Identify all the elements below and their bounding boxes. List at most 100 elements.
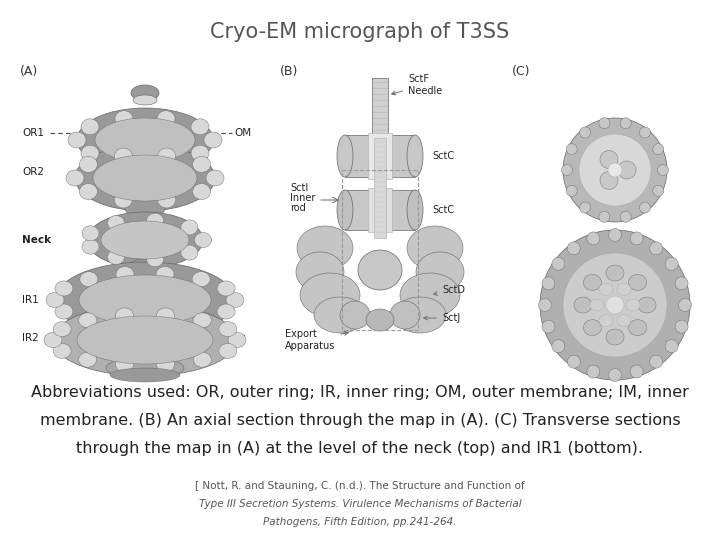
Circle shape — [540, 230, 690, 380]
Text: SctC: SctC — [432, 205, 454, 215]
Ellipse shape — [400, 273, 460, 317]
Ellipse shape — [115, 308, 133, 323]
Ellipse shape — [181, 245, 198, 260]
Text: SctI: SctI — [608, 164, 631, 174]
Ellipse shape — [590, 299, 604, 311]
Text: Cryo-EM micrograph of T3SS: Cryo-EM micrograph of T3SS — [210, 22, 510, 42]
Ellipse shape — [587, 232, 600, 245]
Ellipse shape — [158, 192, 176, 208]
Ellipse shape — [574, 297, 592, 313]
Ellipse shape — [114, 148, 132, 164]
Ellipse shape — [79, 275, 211, 325]
Ellipse shape — [583, 274, 601, 291]
Ellipse shape — [407, 135, 423, 177]
Ellipse shape — [566, 185, 577, 197]
Ellipse shape — [191, 119, 209, 135]
Text: (A): (A) — [20, 65, 38, 78]
Ellipse shape — [617, 284, 631, 295]
Ellipse shape — [81, 145, 99, 161]
Bar — [374, 138, 386, 238]
Ellipse shape — [116, 267, 134, 281]
Text: (B): (B) — [280, 65, 298, 78]
Ellipse shape — [665, 340, 678, 353]
Bar — [345, 190, 415, 230]
Ellipse shape — [44, 333, 62, 348]
Text: Inner: Inner — [290, 193, 315, 203]
Circle shape — [608, 163, 622, 177]
Ellipse shape — [566, 144, 577, 154]
Text: IR1: IR1 — [22, 295, 39, 305]
Circle shape — [579, 134, 651, 206]
Ellipse shape — [219, 343, 237, 359]
Circle shape — [563, 118, 667, 222]
Ellipse shape — [107, 215, 125, 231]
Ellipse shape — [657, 165, 668, 176]
Ellipse shape — [665, 258, 678, 271]
Ellipse shape — [156, 308, 174, 323]
Bar — [368, 133, 392, 179]
Ellipse shape — [217, 304, 235, 319]
Ellipse shape — [156, 357, 174, 372]
Ellipse shape — [219, 321, 237, 336]
Ellipse shape — [599, 211, 610, 222]
Ellipse shape — [599, 284, 613, 295]
Ellipse shape — [649, 355, 662, 368]
Ellipse shape — [617, 315, 631, 327]
Circle shape — [618, 161, 636, 179]
Ellipse shape — [158, 148, 176, 164]
Ellipse shape — [53, 304, 237, 376]
Ellipse shape — [204, 132, 222, 148]
Ellipse shape — [46, 293, 64, 307]
Ellipse shape — [107, 249, 125, 265]
Ellipse shape — [82, 239, 99, 254]
Ellipse shape — [77, 108, 213, 172]
Ellipse shape — [587, 365, 600, 378]
Ellipse shape — [639, 127, 650, 138]
Text: SctD: SctD — [606, 277, 634, 287]
Text: through the map in (A) at the level of the neck (top) and IR1 (bottom).: through the map in (A) at the level of t… — [76, 441, 644, 456]
Ellipse shape — [630, 365, 643, 378]
Ellipse shape — [193, 157, 211, 172]
Ellipse shape — [653, 185, 664, 197]
Text: (C): (C) — [512, 65, 531, 78]
Ellipse shape — [181, 220, 198, 235]
Ellipse shape — [608, 368, 621, 381]
Ellipse shape — [583, 320, 601, 336]
Ellipse shape — [115, 357, 133, 372]
Ellipse shape — [580, 127, 590, 138]
Text: Type III Secretion Systems. Virulence Mechanisms of Bacterial: Type III Secretion Systems. Virulence Me… — [199, 499, 521, 509]
Ellipse shape — [55, 281, 73, 296]
Ellipse shape — [394, 297, 446, 333]
Bar — [345, 135, 415, 177]
Bar — [342, 170, 418, 330]
Ellipse shape — [55, 304, 73, 319]
Text: SctF
Needle: SctF Needle — [392, 74, 442, 96]
Text: IR2: IR2 — [22, 333, 39, 343]
Ellipse shape — [156, 267, 174, 281]
Ellipse shape — [606, 329, 624, 345]
Ellipse shape — [127, 259, 163, 277]
Ellipse shape — [416, 252, 464, 292]
Ellipse shape — [79, 184, 97, 200]
Ellipse shape — [157, 153, 175, 170]
Ellipse shape — [567, 355, 580, 368]
Ellipse shape — [101, 221, 189, 259]
Ellipse shape — [133, 95, 157, 105]
Ellipse shape — [106, 357, 184, 379]
Circle shape — [563, 253, 667, 357]
Ellipse shape — [226, 293, 244, 307]
Text: Neck: Neck — [22, 235, 51, 245]
Circle shape — [600, 151, 618, 168]
Ellipse shape — [217, 281, 235, 296]
Ellipse shape — [542, 320, 555, 333]
Text: Pathogens, Fifth Edition, pp.241-264.: Pathogens, Fifth Edition, pp.241-264. — [264, 517, 456, 527]
Ellipse shape — [157, 111, 175, 127]
Text: SctJ: SctJ — [608, 292, 631, 302]
Ellipse shape — [81, 119, 99, 135]
Text: membrane. (B) An axial section through the map in (A). (C) Transverse sections: membrane. (B) An axial section through t… — [40, 413, 680, 428]
Ellipse shape — [206, 170, 224, 186]
Ellipse shape — [80, 272, 98, 287]
Ellipse shape — [194, 352, 212, 367]
Ellipse shape — [639, 202, 650, 213]
Text: SctI: SctI — [290, 183, 308, 193]
